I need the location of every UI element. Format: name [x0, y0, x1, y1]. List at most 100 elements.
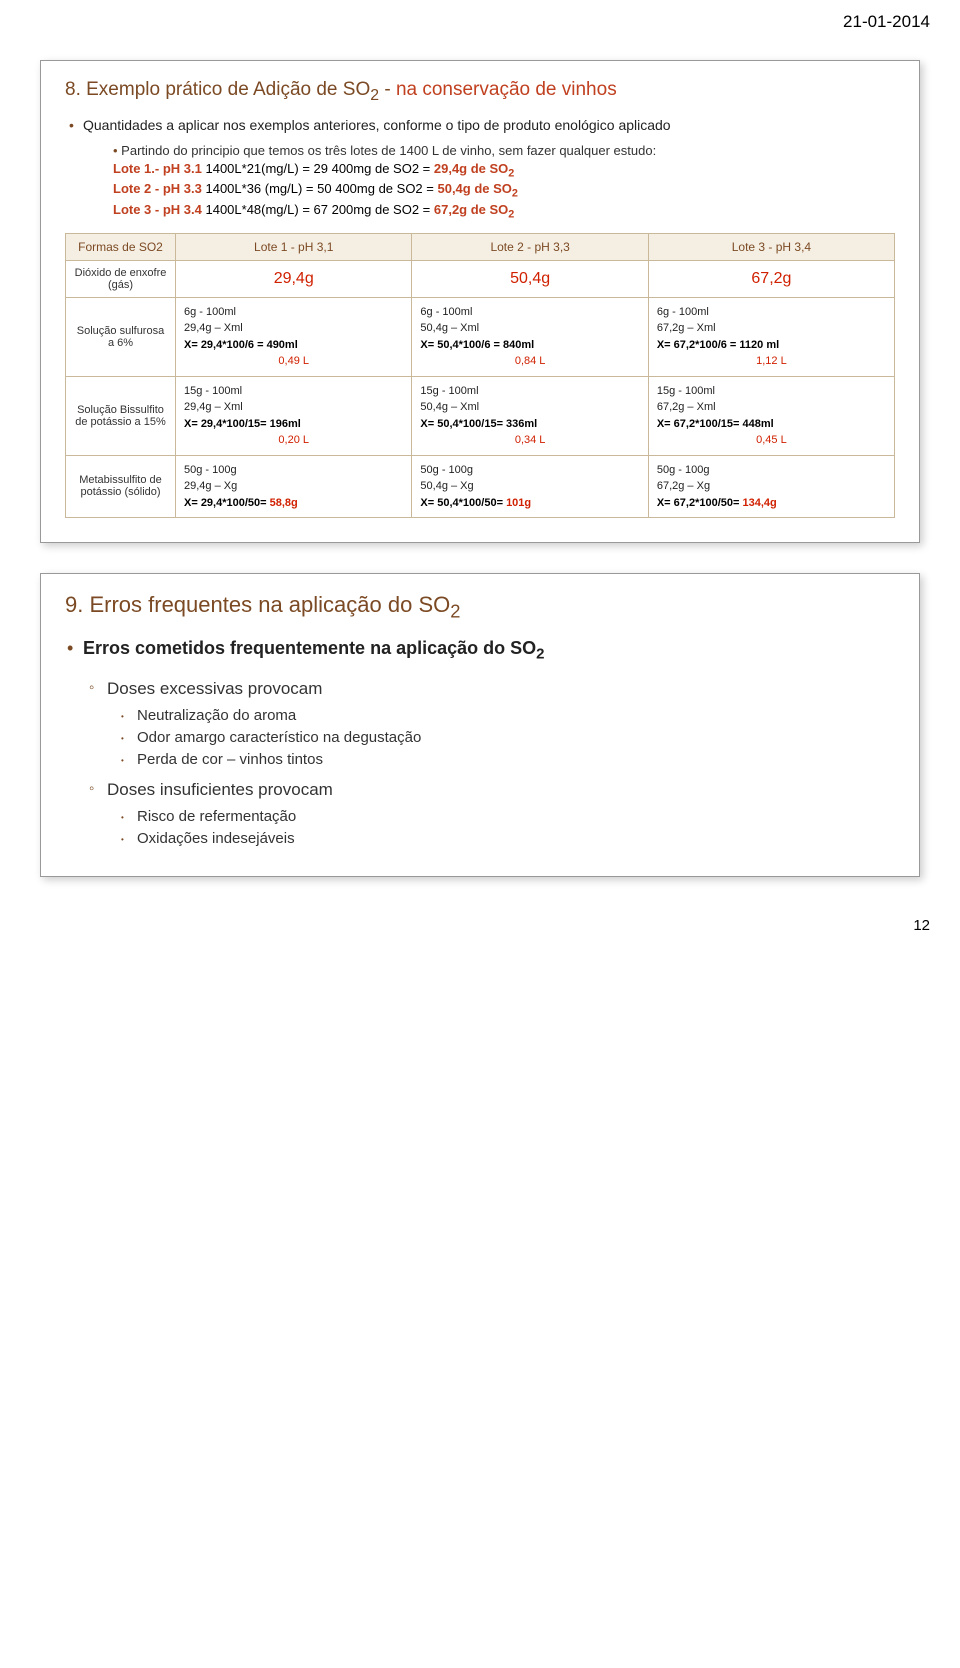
row3-c2-l1: 15g - 100ml — [420, 385, 478, 397]
row3-c1-l3b: 0,20 L — [184, 432, 403, 449]
row1-label: Dióxido de enxofre (gás) — [66, 260, 176, 297]
lote-3-line: Lote 3 - pH 3.4 1400L*48(mg/L) = 67 200m… — [113, 202, 895, 221]
row2-c1-l2: 29,4g – Xml — [184, 322, 243, 334]
row3-c1: 15g - 100ml 29,4g – Xml X= 29,4*100/15= … — [176, 376, 412, 455]
row3-c1-l3a: X= 29,4*100/15= 196ml — [184, 418, 301, 430]
lote2-label: Lote 2 - pH 3.3 — [113, 181, 202, 196]
title-sub: 2 — [370, 87, 379, 104]
so2-table: Formas de SO2 Lote 1 - pH 3,1 Lote 2 - p… — [65, 233, 895, 519]
slide2-main-sub: 2 — [536, 646, 544, 663]
slide2-sub1-item: Odor amargo característico na degustação — [137, 729, 895, 746]
lote2-sub: 2 — [512, 188, 518, 200]
lote3-val: 67,2g de SO — [434, 202, 508, 217]
row4-c1-l2: 29,4g – Xg — [184, 480, 237, 492]
row4-c3-l1: 50g - 100g — [657, 464, 710, 476]
row2-c1: 6g - 100ml 29,4g – Xml X= 29,4*100/6 = 4… — [176, 297, 412, 376]
slide-1-title: 8. Exemplo prático de Adição de SO2 - na… — [65, 79, 895, 105]
row3-c3-l2: 67,2g – Xml — [657, 401, 716, 413]
lote3-sub: 2 — [508, 209, 514, 221]
row2-c2-l1: 6g - 100ml — [420, 306, 472, 318]
slide2-main-bullet: Erros cometidos frequentemente na aplica… — [83, 638, 895, 663]
slide-2-title: 9. Erros frequentes na aplicação do SO2 — [65, 592, 895, 622]
row4-c1: 50g - 100g 29,4g – Xg X= 29,4*100/50= 58… — [176, 455, 412, 518]
slide2-sub1-item: Neutralização do aroma — [137, 707, 895, 724]
row2-c1-l3b: 0,49 L — [184, 353, 403, 370]
row3-c2-l3b: 0,34 L — [420, 432, 639, 449]
row4-c3-l2: 67,2g – Xg — [657, 480, 710, 492]
row2-label: Solução sulfurosa a 6% — [66, 297, 176, 376]
row3-c3-l3b: 0,45 L — [657, 432, 886, 449]
title-dash: - — [384, 79, 396, 100]
lote1-val: 29,4g de SO — [434, 161, 508, 176]
lote1-txt: 1400L*21(mg/L) = 29 400mg de SO2 = — [205, 161, 433, 176]
row1-c2-val: 50,4g — [420, 267, 639, 291]
page-header-date: 21-01-2014 — [0, 0, 960, 40]
row4-c1-l3b: 58,8g — [270, 497, 298, 509]
row3-c2: 15g - 100ml 50,4g – Xml X= 50,4*100/15= … — [412, 376, 648, 455]
row4-label: Metabissulfito de potássio (sólido) — [66, 455, 176, 518]
row4-c3: 50g - 100g 67,2g – Xg X= 67,2*100/50= 13… — [648, 455, 894, 518]
row4-c2-l3a: X= 50,4*100/50= — [420, 497, 506, 509]
th-lote2: Lote 2 - pH 3,3 — [412, 233, 648, 260]
slide2-title-sub: 2 — [450, 600, 460, 621]
row2-c2-l3a: X= 50,4*100/6 = 840ml — [420, 339, 534, 351]
row3-c2-l3a: X= 50,4*100/15= 336ml — [420, 418, 537, 430]
row1-c3-val: 67,2g — [657, 267, 886, 291]
table-row: Metabissulfito de potássio (sólido) 50g … — [66, 455, 895, 518]
lote2-val: 50,4g de SO — [437, 181, 511, 196]
row2-c2-l3b: 0,84 L — [420, 353, 639, 370]
row3-c3-l1: 15g - 100ml — [657, 385, 715, 397]
row4-c3-l3b: 134,4g — [742, 497, 776, 509]
lote-2-line: Lote 2 - pH 3.3 1400L*36 (mg/L) = 50 400… — [113, 181, 895, 200]
table-row: Dióxido de enxofre (gás) 29,4g 50,4g 67,… — [66, 260, 895, 297]
row4-c2-l3b: 101g — [506, 497, 531, 509]
slide2-sub2-item: Risco de refermentação — [137, 808, 895, 825]
slide2-sub2-item: Oxidações indesejáveis — [137, 830, 895, 847]
row1-c1-val: 29,4g — [184, 267, 403, 291]
row2-c1-l1: 6g - 100ml — [184, 306, 236, 318]
slide2-main-text: Erros cometidos frequentemente na aplica… — [83, 638, 536, 658]
title-accent: na conservação de vinhos — [396, 79, 617, 100]
row1-c1: 29,4g — [176, 260, 412, 297]
row2-c3-l1: 6g - 100ml — [657, 306, 709, 318]
table-row: Solução sulfurosa a 6% 6g - 100ml 29,4g … — [66, 297, 895, 376]
row3-label: Solução Bissulfito de potássio a 15% — [66, 376, 176, 455]
lote3-txt: 1400L*48(mg/L) = 67 200mg de SO2 = — [205, 202, 433, 217]
slide2-sub1-item: Perda de cor – vinhos tintos — [137, 751, 895, 768]
row3-c1-l1: 15g - 100ml — [184, 385, 242, 397]
row3-c2-l2: 50,4g – Xml — [420, 401, 479, 413]
row4-c2-l1: 50g - 100g — [420, 464, 473, 476]
lote1-label: Lote 1.- pH 3.1 — [113, 161, 202, 176]
slide2-title-text: 9. Erros frequentes na aplicação do SO — [65, 592, 450, 617]
sub-partindo: Partindo do principio que temos os três … — [113, 143, 895, 158]
row4-c1-l3a: X= 29,4*100/50= — [184, 497, 270, 509]
row3-c3-l3a: X= 67,2*100/15= 448ml — [657, 418, 774, 430]
page-number: 12 — [0, 907, 960, 954]
lote-1-line: Lote 1.- pH 3.1 1400L*21(mg/L) = 29 400m… — [113, 161, 895, 180]
table-header-row: Formas de SO2 Lote 1 - pH 3,1 Lote 2 - p… — [66, 233, 895, 260]
bullet-quantidades: Quantidades a aplicar nos exemplos anter… — [83, 117, 895, 133]
sub-list: Partindo do principio que temos os três … — [113, 143, 895, 158]
row2-c3-l2: 67,2g – Xml — [657, 322, 716, 334]
lote3-label: Lote 3 - pH 3.4 — [113, 202, 202, 217]
slide-1: 8. Exemplo prático de Adição de SO2 - na… — [40, 60, 920, 543]
row4-c2-l2: 50,4g – Xg — [420, 480, 473, 492]
th-lote3: Lote 3 - pH 3,4 — [648, 233, 894, 260]
row3-c1-l2: 29,4g – Xml — [184, 401, 243, 413]
row1-c2: 50,4g — [412, 260, 648, 297]
th-formas: Formas de SO2 — [66, 233, 176, 260]
row2-c2-l2: 50,4g – Xml — [420, 322, 479, 334]
table-row: Solução Bissulfito de potássio a 15% 15g… — [66, 376, 895, 455]
row2-c3: 6g - 100ml 67,2g – Xml X= 67,2*100/6 = 1… — [648, 297, 894, 376]
row4-c1-l1: 50g - 100g — [184, 464, 237, 476]
slide-2: 9. Erros frequentes na aplicação do SO2 … — [40, 573, 920, 877]
row4-c3-l3a: X= 67,2*100/50= — [657, 497, 743, 509]
row2-c2: 6g - 100ml 50,4g – Xml X= 50,4*100/6 = 8… — [412, 297, 648, 376]
slide2-sub1: Doses excessivas provocam — [107, 679, 895, 699]
row3-c3: 15g - 100ml 67,2g – Xml X= 67,2*100/15= … — [648, 376, 894, 455]
slide2-sub2: Doses insuficientes provocam — [107, 780, 895, 800]
row1-c3: 67,2g — [648, 260, 894, 297]
row2-c3-l3a: X= 67,2*100/6 = 1120 ml — [657, 339, 779, 351]
lote1-sub: 2 — [508, 167, 514, 179]
row4-c2: 50g - 100g 50,4g – Xg X= 50,4*100/50= 10… — [412, 455, 648, 518]
